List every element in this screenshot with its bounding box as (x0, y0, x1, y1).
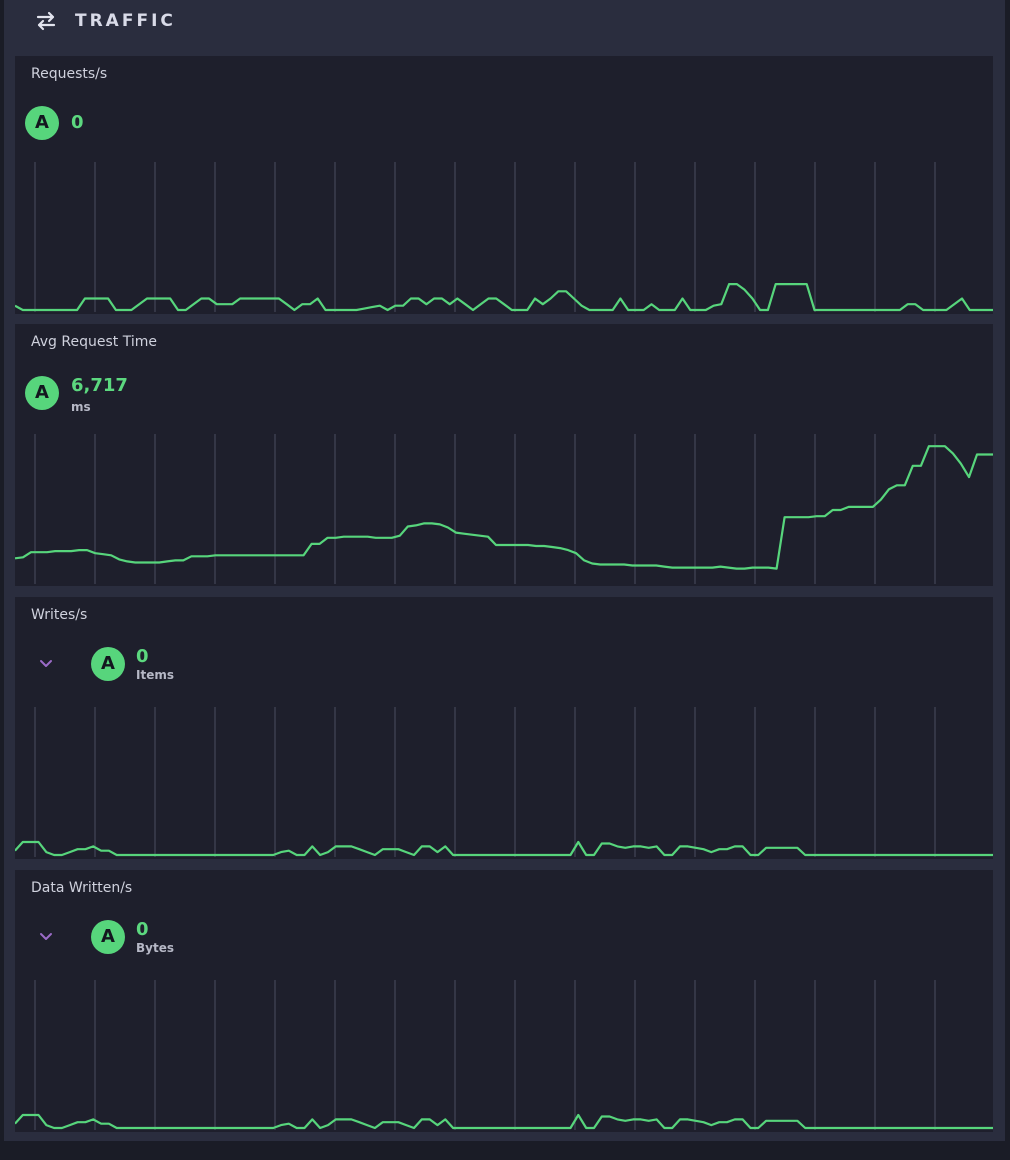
data-written-chart (15, 980, 993, 1130)
metric-value: 6,717 (71, 375, 128, 396)
writes-card: Writes/s A 0 Items (15, 597, 993, 859)
metric-value: 0 (71, 112, 84, 133)
panel-header: TRAFFIC (4, 0, 1005, 46)
series-badge[interactable]: A (91, 920, 125, 954)
writes-chart (15, 707, 993, 857)
series-badge[interactable]: A (91, 647, 125, 681)
series-badge[interactable]: A (25, 376, 59, 410)
requests-card: Requests/s A 0 (15, 56, 993, 314)
line-chart-svg (15, 707, 993, 857)
metric-value: 0 (136, 646, 149, 667)
metric-unit: Bytes (136, 941, 174, 955)
line-chart-svg (15, 162, 993, 312)
line-chart-svg (15, 980, 993, 1130)
line-chart-svg (15, 434, 993, 584)
card-title: Writes/s (31, 607, 88, 623)
avg-request-time-chart (15, 434, 993, 584)
series-line-a[interactable] (15, 1113, 993, 1130)
data-written-card: Data Written/s A 0 Bytes (15, 870, 993, 1132)
series-badge[interactable]: A (25, 106, 59, 140)
card-title: Avg Request Time (31, 334, 157, 350)
chevron-down-icon[interactable] (39, 659, 53, 669)
card-title: Data Written/s (31, 880, 133, 896)
series-line-a[interactable] (15, 282, 993, 312)
panel-title: TRAFFIC (75, 11, 176, 31)
requests-chart (15, 162, 993, 312)
series-line-a[interactable] (15, 445, 993, 570)
metric-unit: Items (136, 668, 174, 682)
chevron-down-icon[interactable] (39, 932, 53, 942)
swap-arrows-icon[interactable] (34, 9, 58, 33)
card-title: Requests/s (31, 66, 108, 82)
traffic-panel: TRAFFIC Requests/s A 0 Avg Request Time … (4, 0, 1005, 1141)
series-line-a[interactable] (15, 840, 993, 857)
avg-request-time-card: Avg Request Time A 6,717 ms (15, 324, 993, 586)
metric-value: 0 (136, 919, 149, 940)
metric-unit: ms (71, 400, 91, 414)
